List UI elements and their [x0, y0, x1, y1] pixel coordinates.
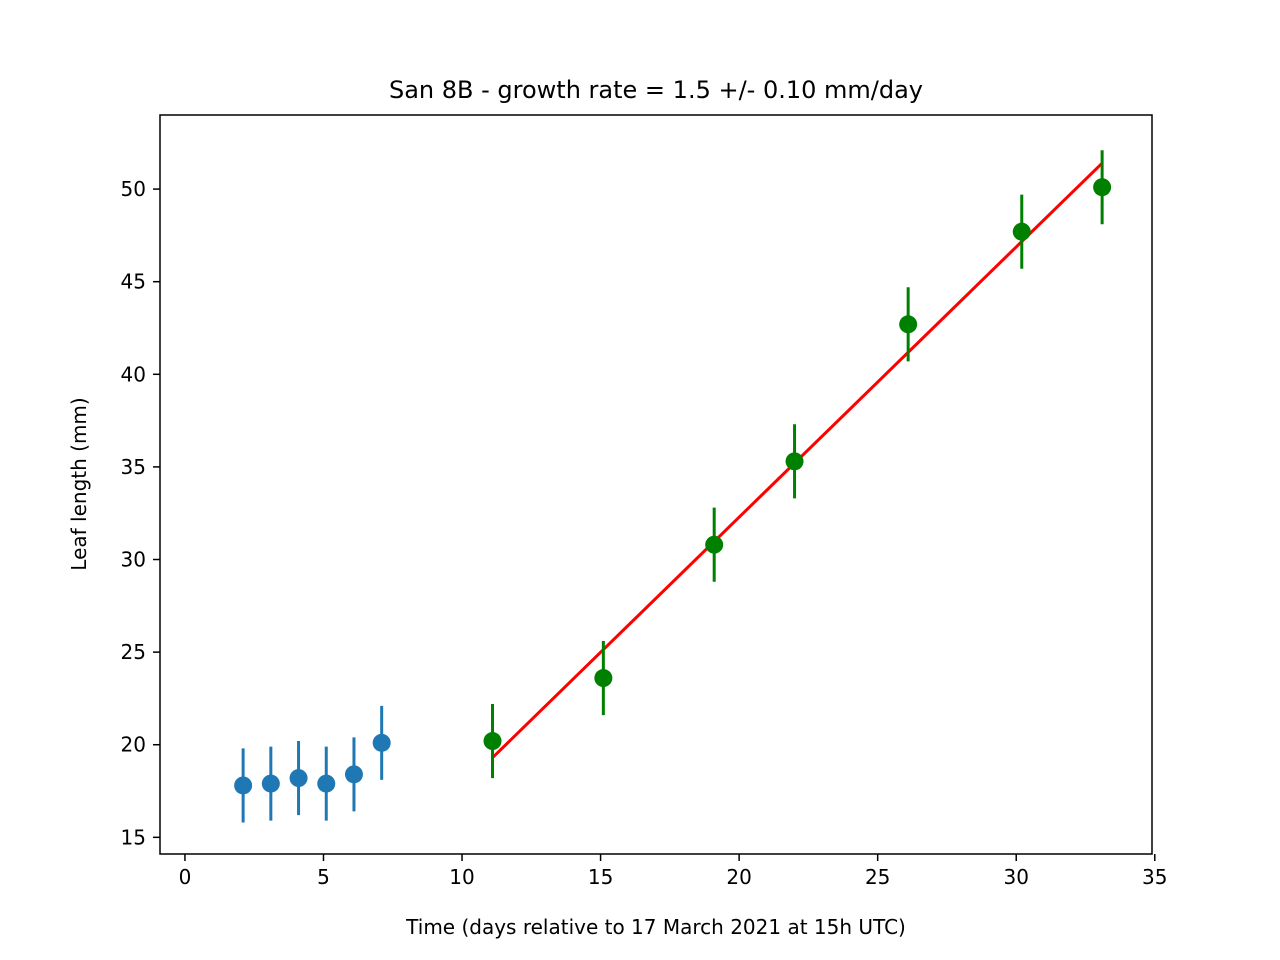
- x-tick-label: 5: [317, 865, 330, 889]
- data-point: [594, 669, 613, 688]
- data-point: [705, 535, 724, 554]
- x-tick-label: 20: [726, 865, 751, 889]
- y-tick-label: 30: [121, 548, 146, 572]
- x-tick-label: 30: [1003, 865, 1028, 889]
- y-tick-label: 45: [121, 270, 146, 294]
- data-point: [234, 776, 253, 795]
- y-tick-label: 40: [121, 362, 146, 386]
- x-tick-label: 35: [1142, 865, 1167, 889]
- x-tick-label: 25: [865, 865, 890, 889]
- x-axis: 0 5 10 15 20 25 30 35: [179, 854, 1167, 889]
- x-axis-label: Time (days relative to 17 March 2021 at …: [405, 915, 906, 939]
- chart-title: San 8B - growth rate = 1.5 +/- 0.10 mm/d…: [389, 76, 923, 104]
- y-tick-label: 35: [121, 455, 146, 479]
- y-tick-label: 50: [121, 177, 146, 201]
- plot-area: [234, 150, 1112, 823]
- data-point: [1093, 178, 1112, 197]
- data-point: [289, 769, 308, 788]
- data-point: [1012, 222, 1031, 241]
- y-axis-label: Leaf length (mm): [67, 397, 91, 570]
- y-tick-label: 25: [121, 640, 146, 664]
- data-point: [344, 765, 363, 784]
- data-point: [261, 774, 280, 793]
- y-tick-label: 20: [121, 733, 146, 757]
- y-axis: 15 20 25 30 35 40 45 50: [121, 177, 160, 849]
- plot-frame: [159, 114, 1153, 855]
- x-tick-label: 15: [588, 865, 613, 889]
- data-point: [317, 774, 336, 793]
- data-point: [899, 315, 918, 334]
- y-tick-label: 15: [121, 825, 146, 849]
- x-tick-label: 10: [449, 865, 474, 889]
- data-point: [483, 732, 502, 751]
- x-tick-label: 0: [179, 865, 192, 889]
- data-point: [372, 733, 391, 752]
- data-point: [785, 452, 804, 471]
